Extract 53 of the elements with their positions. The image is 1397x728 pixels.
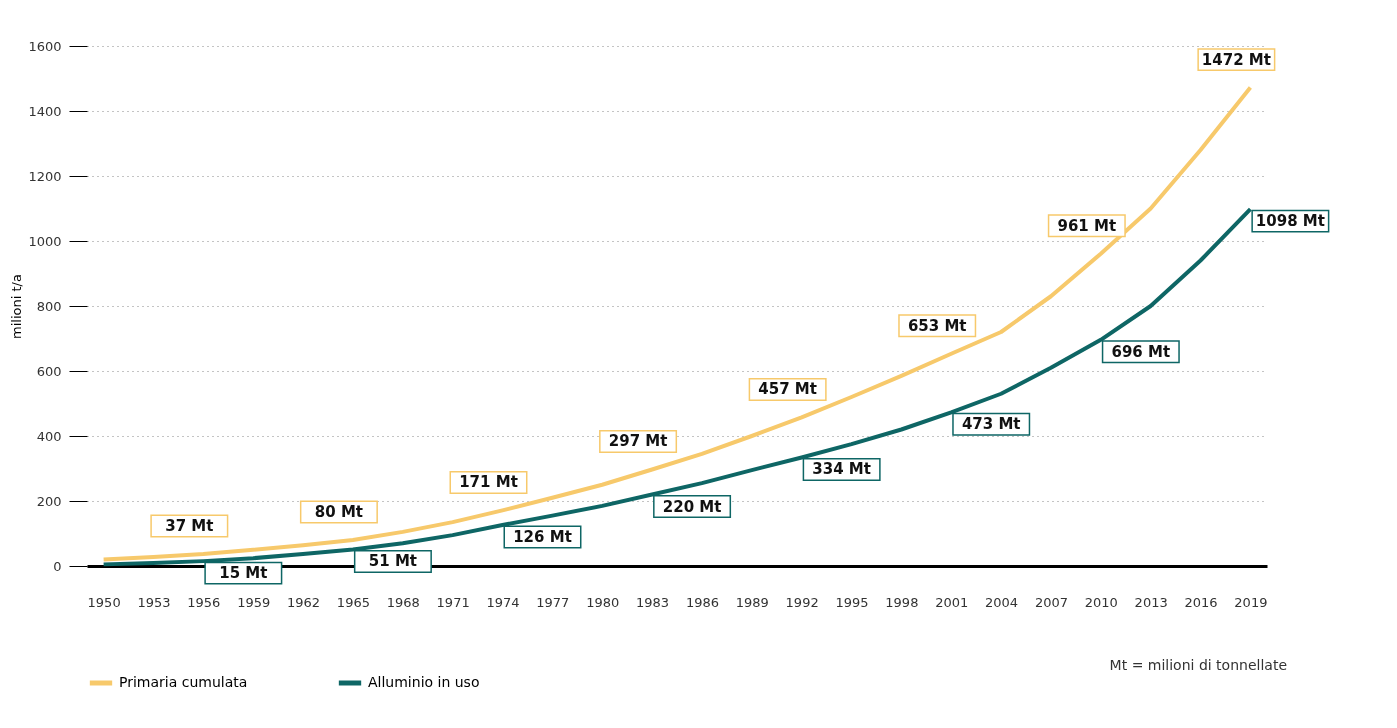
x-tick-label: 1965 [336,594,370,610]
y-tick-label: 800 [36,298,62,314]
data-label: 126 Mt [513,528,572,547]
data-label: 297 Mt [608,432,668,451]
x-tick-label: 2004 [985,594,1019,610]
x-tick-label: 1953 [137,594,171,610]
data-label: 171 Mt [459,473,518,492]
y-tick-label: 200 [36,493,62,509]
x-tick-label: 2010 [1084,594,1118,610]
x-tick-label: 1989 [735,594,769,610]
data-label: 653 Mt [907,316,967,335]
data-label: 80 Mt [314,503,364,521]
x-tick-label: 2007 [1034,594,1068,610]
y-tick-label: 1000 [28,233,62,249]
x-tick-label: 2016 [1184,594,1218,610]
x-tick-label: 2001 [935,594,969,610]
data-label: 51 Mt [368,552,418,571]
x-tick-label: 2013 [1134,594,1168,610]
data-label: 961 Mt [1057,216,1117,235]
y-tick-label: 1400 [28,103,62,119]
x-tick-label: 1971 [436,594,470,610]
x-tick-label: 1968 [386,594,420,610]
data-label: 15 Mt [219,564,268,583]
x-tick-label: 1950 [87,594,121,610]
y-tick-label: 400 [36,428,62,444]
data-label: 334 Mt [812,460,871,479]
legend-label: Primaria cumulata [119,674,248,690]
x-tick-label: 1977 [536,594,570,610]
data-label: 696 Mt [1111,342,1171,361]
y-tick-label: 600 [36,363,62,379]
y-tick-label: 0 [53,558,62,574]
x-tick-label: 1959 [237,594,271,610]
y-tick-label: 1200 [28,168,62,184]
x-tick-label: 1962 [287,594,321,610]
data-label: 220 Mt [662,497,722,516]
data-label: 473 Mt [961,415,1021,434]
data-label: 1472 Mt [1201,50,1271,69]
x-tick-label: 1986 [685,594,719,610]
y-axis-title: milioni t/a [9,274,25,339]
x-tick-label: 1998 [885,594,919,610]
data-label: 37 Mt [165,516,214,535]
text: Mt = milioni di tonnellate [1109,657,1287,673]
x-tick-label: 1992 [785,594,819,610]
x-tick-label: 1974 [486,594,520,610]
legend-label: Alluminio in uso [368,674,480,690]
data-label: 457 Mt [758,380,817,399]
x-tick-label: 1983 [636,594,670,610]
x-tick-label: 1995 [835,594,869,610]
y-tick-label: 1600 [28,38,62,54]
x-tick-label: 1956 [187,594,221,610]
data-label: 1098 Mt [1255,212,1325,231]
x-tick-label: 1980 [586,594,620,610]
x-tick-label: 2019 [1234,594,1268,610]
